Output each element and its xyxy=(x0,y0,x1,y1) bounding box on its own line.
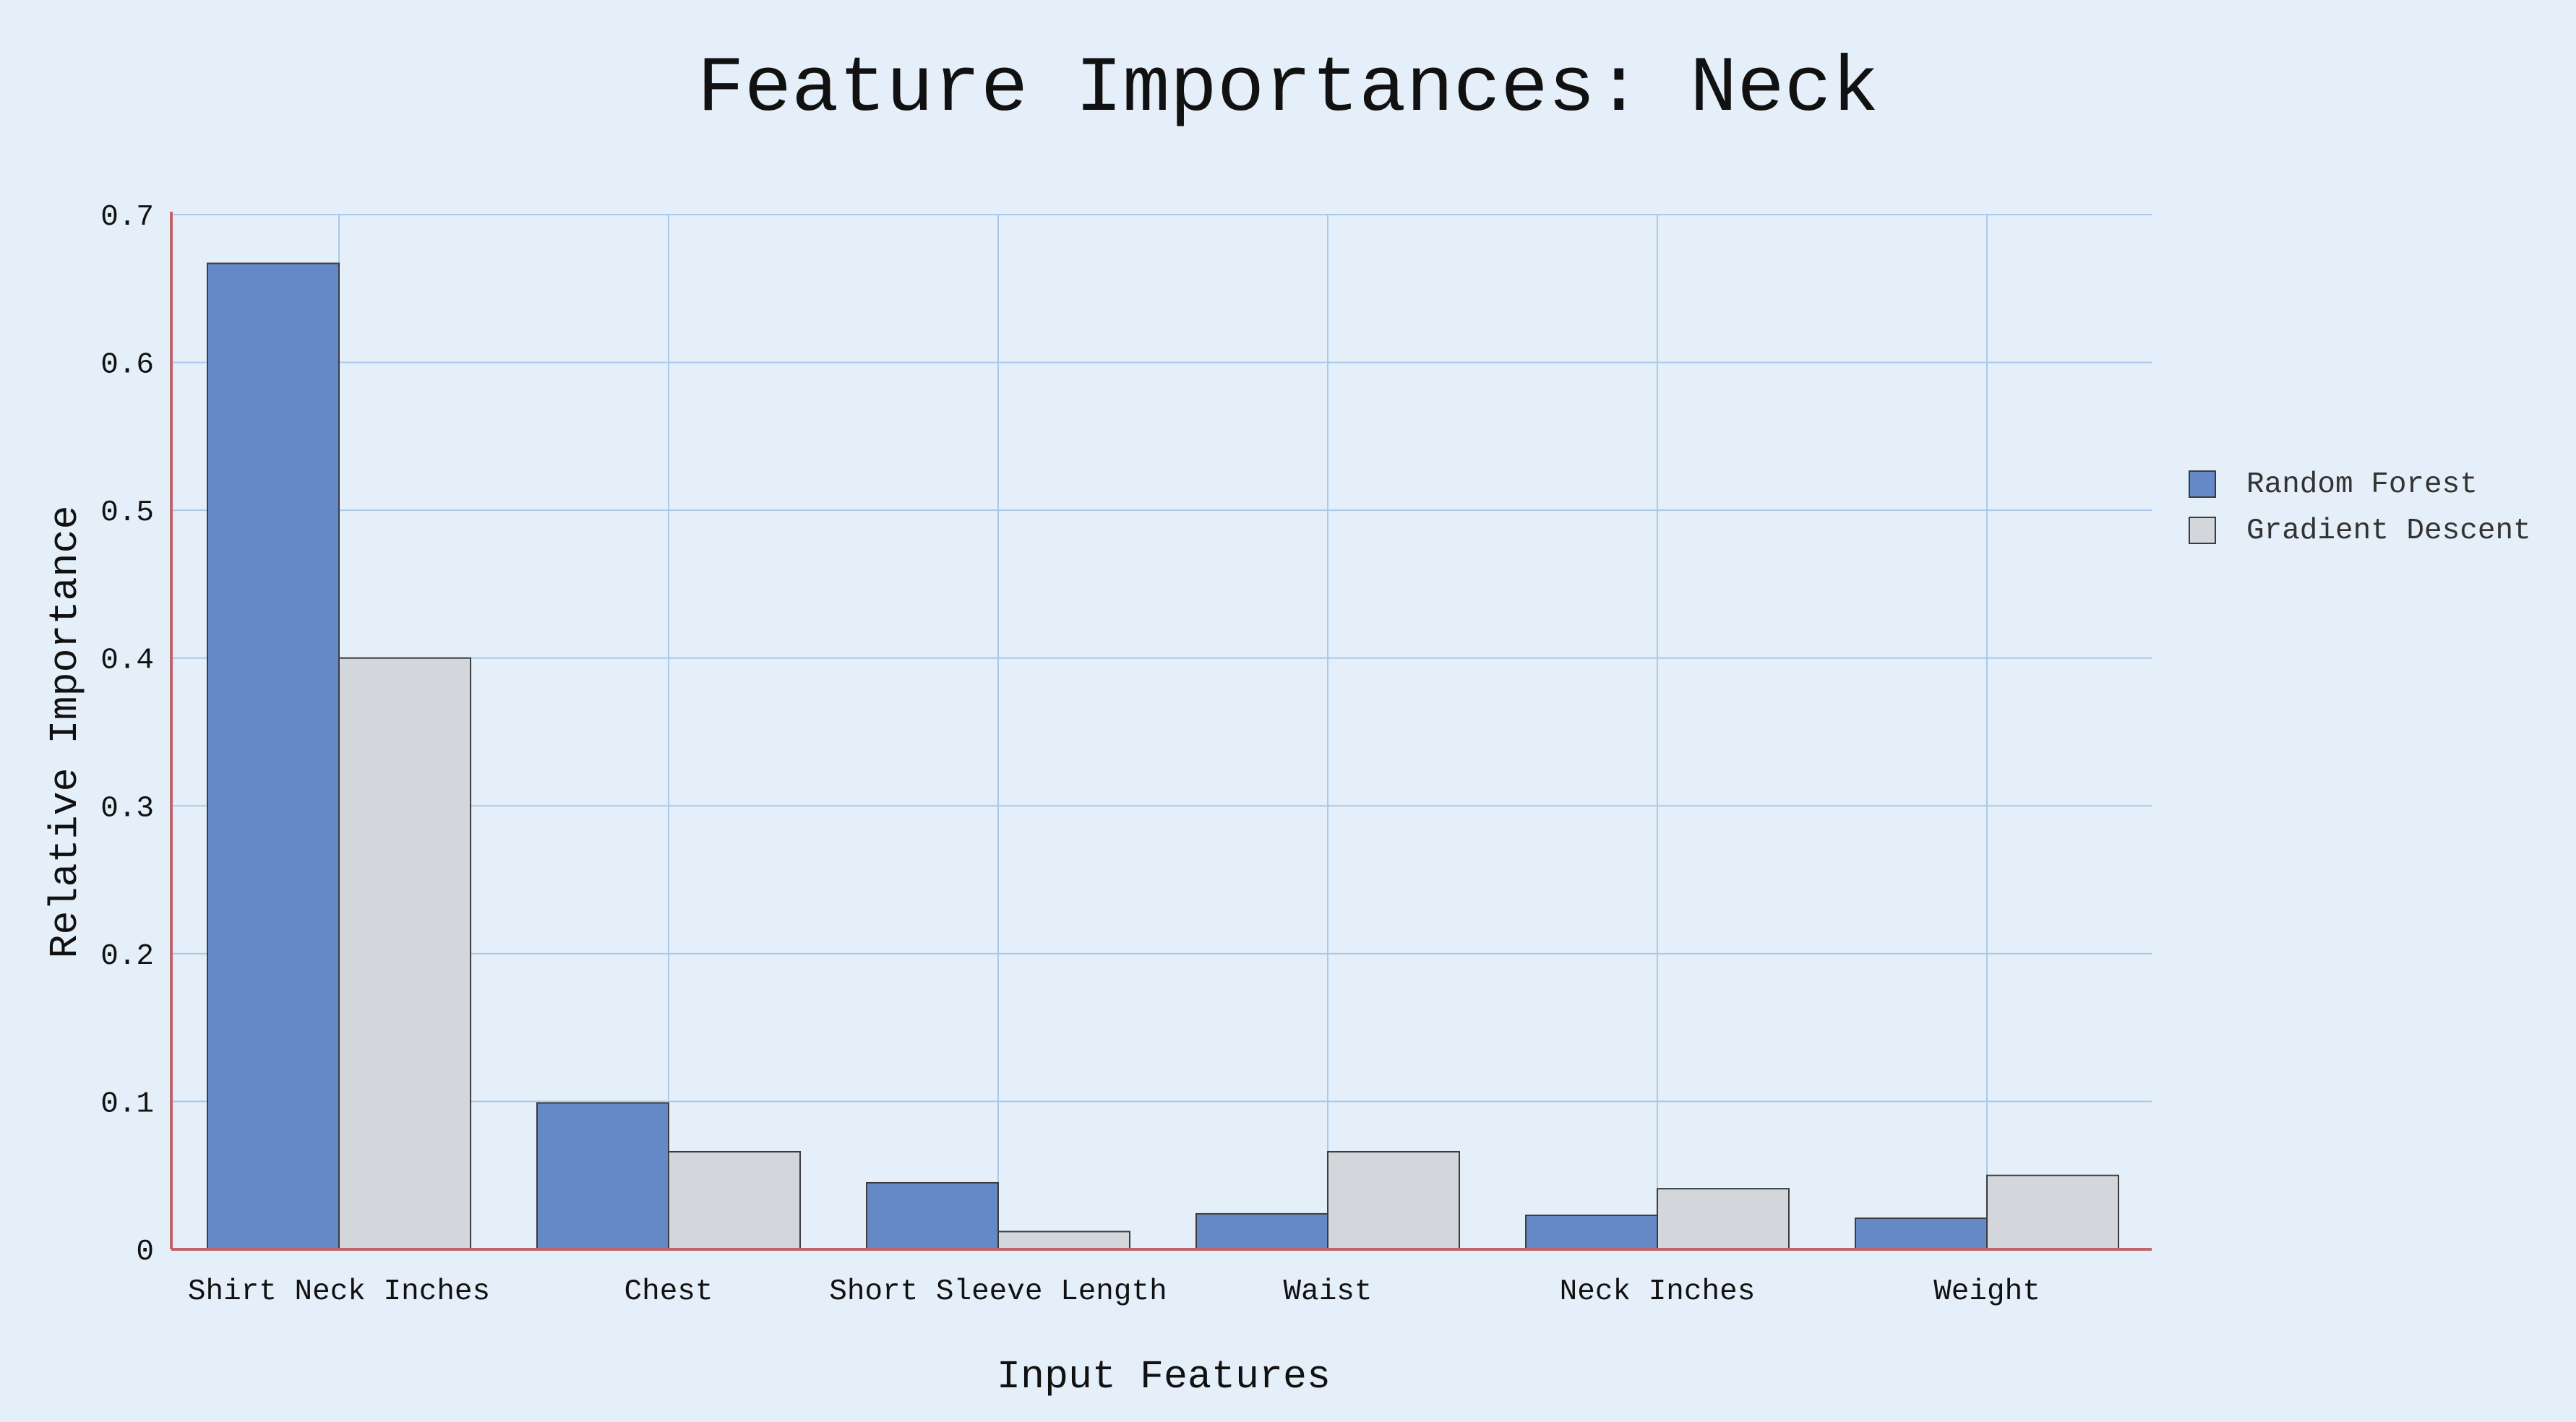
legend: Random Forest Gradient Descent xyxy=(2189,468,2531,548)
y-tick-label: 0.3 xyxy=(100,792,154,825)
bar-random-forest xyxy=(536,1102,669,1250)
legend-label: Gradient Descent xyxy=(2246,514,2531,548)
x-tick-label: Weight xyxy=(1933,1275,2040,1309)
legend-swatch xyxy=(2189,517,2216,544)
bar-gradient-descent xyxy=(338,657,471,1250)
bar-gradient-descent xyxy=(1657,1188,1790,1251)
x-tick-label: Chest xyxy=(624,1275,713,1309)
axes xyxy=(170,212,2152,1251)
bar-gradient-descent xyxy=(668,1150,801,1251)
chart-title: Feature Importances: Neck xyxy=(697,44,1879,134)
x-axis-title: Input Features xyxy=(997,1354,1331,1400)
bar-random-forest xyxy=(1195,1212,1328,1250)
bar-random-forest xyxy=(207,262,340,1251)
y-tick-label: 0.5 xyxy=(100,496,154,530)
y-tick-label: 0.6 xyxy=(100,349,154,382)
bar-gradient-descent xyxy=(1986,1174,2119,1250)
x-tick-label: Neck Inches xyxy=(1560,1275,1756,1309)
tick-labels: 0 0.1 0.2 0.3 0.4 0.5 0.6 0.7 Shirt Neck Inches C… xyxy=(100,201,2040,1309)
y-axis-title: Relative Importance xyxy=(43,505,88,958)
y-tick-label: 0.1 xyxy=(100,1087,154,1121)
legend-swatch xyxy=(2189,470,2216,498)
bar-random-forest xyxy=(1855,1218,1988,1251)
bar-gradient-descent xyxy=(997,1231,1130,1250)
legend-label: Random Forest xyxy=(2246,468,2478,501)
bar-gradient-descent xyxy=(1327,1150,1460,1251)
y-tick-label: 0.4 xyxy=(100,645,154,678)
x-tick-label: Short Sleeve Length xyxy=(829,1275,1167,1309)
y-tick-label: 0.7 xyxy=(100,201,154,234)
x-tick-label: Waist xyxy=(1283,1275,1372,1309)
y-tick-label: 0.2 xyxy=(100,940,154,973)
bar-random-forest xyxy=(866,1181,999,1251)
bar-random-forest xyxy=(1525,1214,1658,1251)
bars xyxy=(207,262,2119,1251)
x-tick-label: Shirt Neck Inches xyxy=(188,1275,490,1309)
y-tick-label: 0 xyxy=(136,1236,154,1269)
